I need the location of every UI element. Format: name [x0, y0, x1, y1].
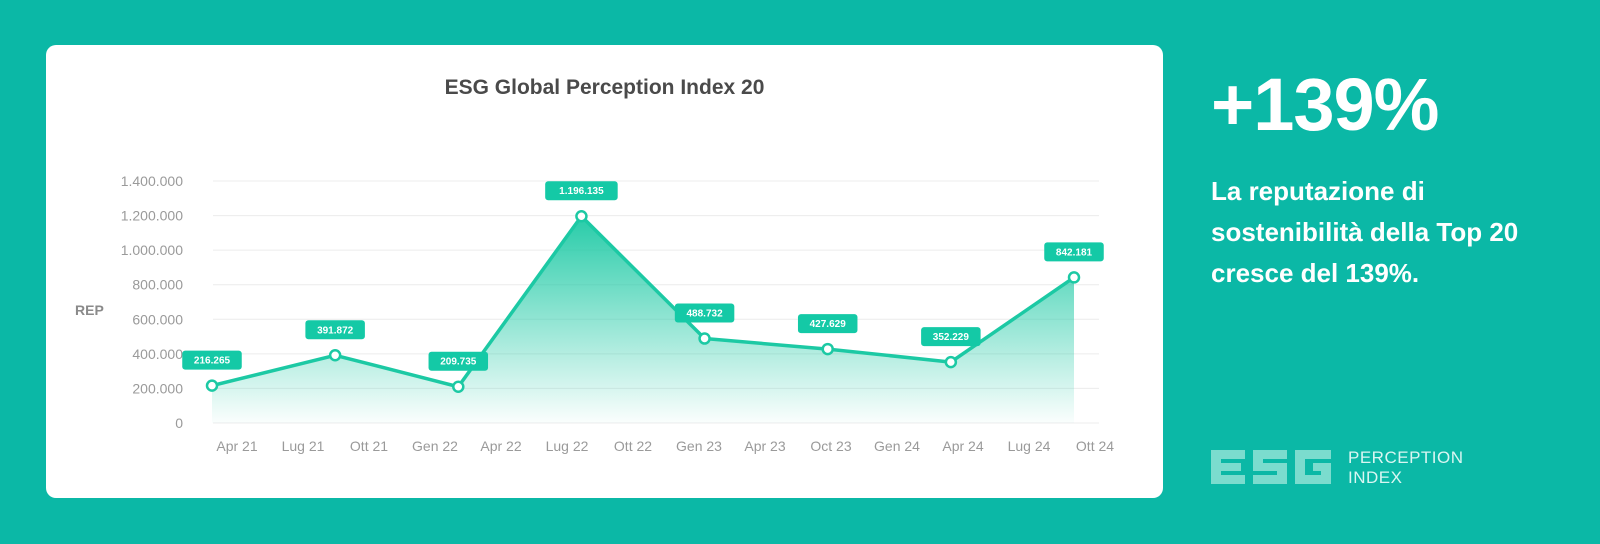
x-tick-label: Gen 24	[874, 438, 920, 454]
data-point	[1067, 271, 1081, 284]
data-label: 216.265	[194, 356, 231, 367]
esg-logo-mark	[1211, 450, 1331, 484]
data-label: 1.196.135	[559, 186, 604, 197]
data-label-box	[1044, 242, 1104, 262]
highlight-text: La reputazione di sostenibilità della To…	[1211, 176, 1519, 288]
y-tick-label: 1.000.000	[121, 242, 183, 258]
y-tick-label: 0	[175, 415, 183, 431]
y-tick-label: 600.000	[132, 311, 183, 327]
data-label: 488.732	[686, 309, 723, 320]
data-point	[575, 209, 588, 223]
y-axis-label: REP	[75, 302, 104, 318]
data-label-box	[428, 351, 489, 371]
x-tick-label: Lug 22	[546, 438, 589, 454]
logo-line2: INDEX	[1348, 468, 1403, 487]
data-point	[944, 355, 958, 369]
y-tick-label: 1.400.000	[121, 173, 183, 189]
x-tick-label: Ott 21	[350, 438, 388, 454]
y-tick-label: 400.000	[132, 346, 183, 362]
x-tick-label: Apr 21	[216, 438, 257, 454]
x-tick-label: Gen 23	[676, 438, 722, 454]
x-tick-label: Oct 23	[810, 438, 851, 454]
y-tick-label: 800.000	[132, 277, 183, 293]
x-tick-label: Ott 24	[1076, 438, 1114, 454]
data-label-box	[921, 327, 981, 347]
data-point	[328, 349, 342, 362]
x-tick-label: Gen 22	[412, 438, 458, 454]
data-label-box	[305, 320, 365, 340]
highlight-value: +139%	[1211, 63, 1439, 146]
logo-line1: PERCEPTION	[1348, 448, 1464, 467]
series-line	[211, 214, 1075, 389]
esg-perception-index-logo: PERCEPTION INDEX	[1211, 447, 1471, 491]
data-label: 209.735	[440, 357, 477, 368]
y-tick-label: 1.200.000	[121, 208, 183, 224]
y-tick-label: 200.000	[132, 380, 183, 396]
data-point	[452, 380, 465, 393]
x-tick-label: Apr 24	[942, 438, 983, 454]
logo-wordmark: PERCEPTION INDEX	[1348, 448, 1464, 488]
chart-area: 0 200.000 400.000 600.000 800.000 1.000.000 1.…	[75, 173, 1114, 454]
data-label-box	[545, 181, 618, 201]
chart-title: ESG Global Perception Index 20	[444, 76, 765, 99]
data-label: 842.181	[1056, 247, 1093, 258]
data-point	[698, 332, 711, 345]
x-tick-label: Apr 23	[744, 438, 785, 454]
x-tick-label: Apr 22	[480, 438, 521, 454]
data-label: 352.229	[933, 332, 970, 343]
data-label-box	[797, 314, 858, 334]
data-label-box	[182, 350, 242, 370]
chart-card: 0 200.000 400.000 600.000 800.000 1.000.000 1.…	[46, 45, 1163, 498]
x-tick-label: Ott 22	[614, 438, 652, 454]
data-label-box	[674, 303, 735, 323]
data-point	[821, 342, 834, 356]
area-fill	[212, 216, 1074, 423]
data-point	[205, 379, 219, 392]
data-label: 391.872	[317, 325, 354, 336]
data-label: 427.629	[810, 319, 847, 330]
x-tick-label: Lug 24	[1008, 438, 1051, 454]
x-tick-label: Lug 21	[282, 438, 325, 454]
